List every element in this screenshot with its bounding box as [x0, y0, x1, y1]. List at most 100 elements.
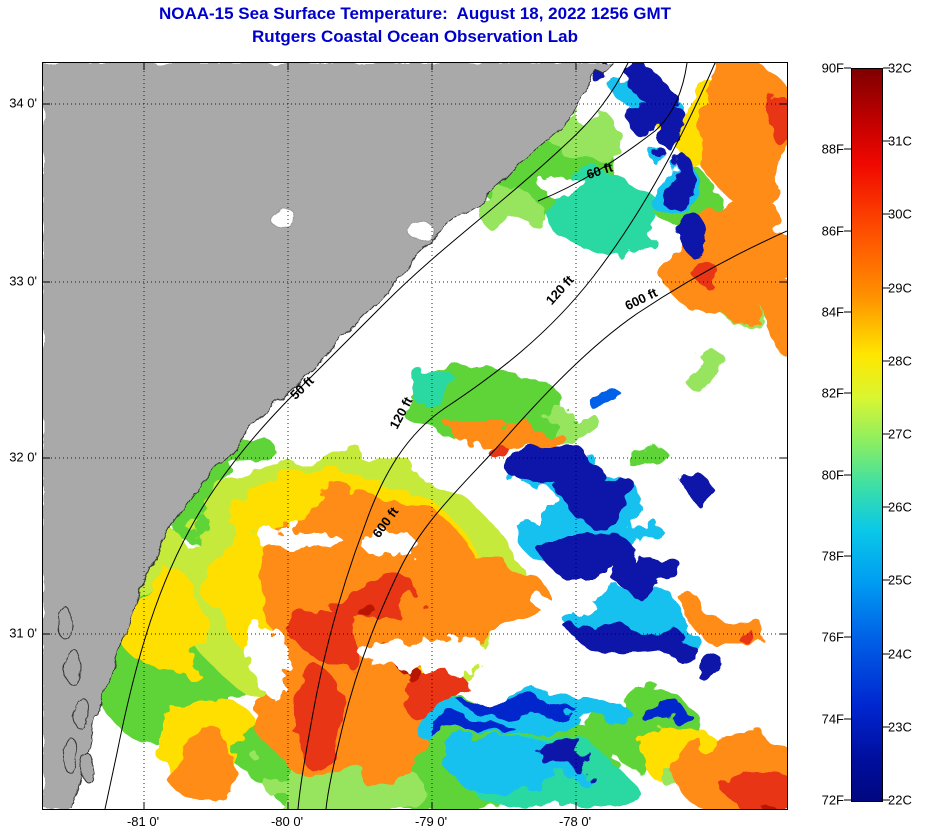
sst-patch	[687, 652, 723, 674]
sst-patch	[659, 146, 689, 212]
land	[43, 63, 614, 809]
sst-patch	[617, 558, 691, 600]
colorbar-tick	[844, 230, 851, 232]
colorbar-tick	[883, 213, 890, 215]
sst-patch	[249, 625, 289, 693]
colorbar-tick	[844, 555, 851, 557]
depth-contour-60ft	[537, 63, 688, 202]
sst-patch	[578, 624, 686, 654]
colorbar-label: 74F	[821, 711, 844, 727]
sst-patch	[391, 663, 467, 715]
barrier-island	[81, 753, 95, 783]
colorbar-ticks-right	[883, 67, 890, 801]
sst-patch	[453, 421, 561, 447]
colorbar-label: 23C	[888, 719, 912, 735]
axis-ticks	[43, 63, 787, 809]
colorbar-ticks-left	[844, 67, 851, 801]
colorbar-tick	[883, 140, 890, 142]
colorbar-tick	[844, 67, 851, 69]
sst-patch	[638, 703, 688, 723]
barrier-island	[64, 648, 82, 686]
sst-patch	[477, 195, 545, 231]
depth-contour-600ft	[325, 230, 787, 809]
ytick-label-34: 34 0'	[9, 95, 37, 111]
coastline	[71, 63, 614, 809]
colorbar-label: 84F	[821, 304, 844, 320]
sst-patch	[686, 476, 712, 502]
barrier-island	[62, 736, 78, 774]
colorbar-label: 86F	[821, 223, 844, 239]
sst-patch	[161, 733, 245, 797]
colorbar-gradient	[852, 69, 882, 801]
sst-patch	[567, 470, 641, 528]
colorbar-tick	[844, 718, 851, 720]
xtick-label-78: -78 0'	[558, 814, 592, 829]
sst-patch	[489, 442, 507, 460]
colorbar-label: 24C	[888, 646, 912, 662]
sst-patch	[361, 533, 417, 555]
colorbar-tick	[883, 67, 890, 69]
colorbar-tick	[844, 148, 851, 150]
sst-patch	[629, 65, 657, 97]
inland-cloud-speck	[269, 207, 297, 229]
page-subtitle: Rutgers Coastal Ocean Observation Lab	[252, 27, 578, 46]
sst-patch	[767, 97, 787, 145]
colorbar-label: 22C	[888, 792, 912, 808]
colorbar-label: 28C	[888, 353, 912, 369]
colorbar-label: 30C	[888, 206, 912, 222]
depth-contour-coastal	[104, 63, 629, 809]
ytick-label-31: 31 0'	[9, 625, 37, 641]
sst-patch	[407, 374, 463, 404]
sst-map-canvas: 60 ft 120 ft 600 ft 50 ft 120 ft 600 ft	[43, 63, 787, 809]
sst-patch	[681, 214, 707, 256]
sst-patch	[293, 669, 345, 773]
depth-contour-120ft	[297, 63, 716, 809]
sst-patch	[735, 625, 751, 641]
map-frame: 60 ft 120 ft 600 ft 50 ft 120 ft 600 ft	[42, 62, 788, 810]
sst-patch	[697, 614, 765, 644]
colorbar-label: 27C	[888, 426, 912, 442]
sst-patch	[296, 609, 362, 661]
sst-patch	[542, 531, 636, 577]
sst-patch	[541, 748, 597, 770]
colorbar-label: 88F	[821, 141, 844, 157]
grid	[43, 63, 787, 809]
colorbar-label: 78F	[821, 548, 844, 564]
sst-patch	[635, 88, 675, 148]
colorbar-tick	[883, 726, 890, 728]
sst-patch	[357, 601, 373, 617]
colorbar-label: 90F	[821, 60, 844, 76]
depth-contours	[104, 63, 787, 809]
xtick-label-81: -81 0'	[126, 814, 160, 829]
colorbar-label: 32C	[888, 60, 912, 76]
ytick-label-32: 32 0'	[9, 449, 37, 465]
sst-patch	[535, 590, 591, 616]
page-title: NOAA-15 Sea Surface Temperature: August …	[158, 4, 672, 23]
barrier-island	[57, 606, 73, 640]
colorbar-tick	[883, 799, 890, 801]
colorbar-c-labels: 32C 31C 30C 29C 28C 27C 26C 25C 24C 23C 22C	[888, 61, 934, 808]
sst-patch	[693, 63, 787, 197]
colorbar-tick	[844, 636, 851, 638]
sst-patch	[361, 640, 505, 670]
colorbar-f-labels: 90F 88F 86F 84F 82F 80F 78F 76F 74F 72F	[800, 61, 844, 808]
colorbar-tick	[844, 799, 851, 801]
sst-patch	[733, 779, 787, 809]
sst-patch	[256, 526, 340, 552]
colorbar-tick	[883, 287, 890, 289]
colorbar-tick	[883, 579, 890, 581]
colorbar-tick	[883, 360, 890, 362]
inland-cloud-speck	[407, 221, 435, 241]
sst-patch	[673, 354, 733, 382]
colorbar-tick	[844, 311, 851, 313]
colorbar-label: 82F	[821, 385, 844, 401]
ytick-label-33: 33 0'	[9, 273, 37, 289]
colorbar-tick	[883, 433, 890, 435]
sst-patch	[581, 385, 621, 405]
colorbar-label: 80F	[821, 467, 844, 483]
colorbar-label: 26C	[888, 499, 912, 515]
sst-patch	[763, 277, 787, 353]
sst-patch	[407, 551, 543, 639]
sst-patch	[742, 807, 772, 809]
colorbar-label: 29C	[888, 280, 912, 296]
